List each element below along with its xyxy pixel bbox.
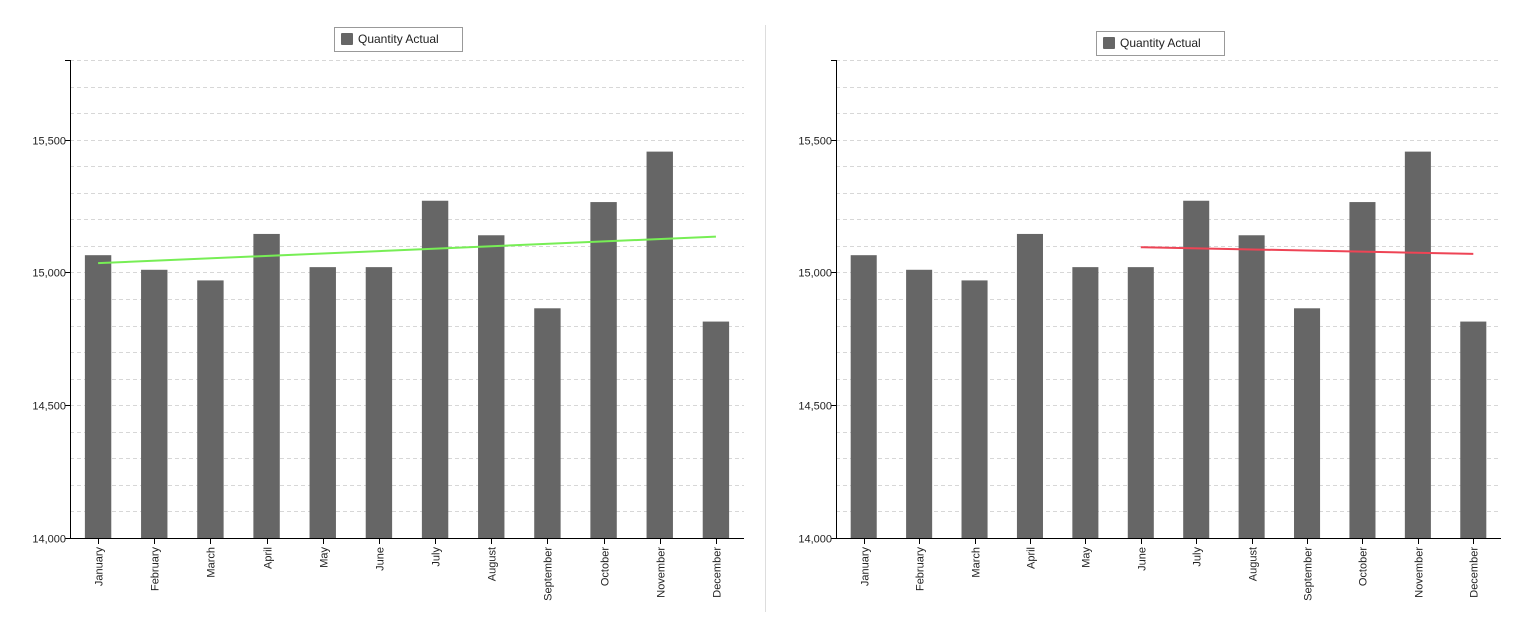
x-tick-label-september: September [1303, 547, 1315, 601]
legend-box [334, 27, 463, 52]
x-tick-label-june: June [375, 547, 387, 571]
x-tick-label-may: May [1081, 547, 1093, 568]
x-tick-label-january: January [94, 547, 106, 587]
y-tick-label: 14,500 [798, 401, 832, 413]
y-tick-label: 14,500 [32, 401, 66, 413]
chart-2: 14,000 14,500 15,000 15,500 January February M… [798, 31, 1501, 601]
x-tick-label-december: December [712, 547, 724, 598]
bar-august[interactable] [478, 235, 505, 538]
bar-march[interactable] [961, 280, 988, 538]
x-tick-label-december: December [1469, 547, 1481, 598]
bar-july[interactable] [421, 200, 449, 538]
bar-november[interactable] [1404, 151, 1431, 538]
x-tick-label-may: May [319, 547, 331, 568]
bar-april[interactable] [1016, 233, 1043, 538]
y-tick-label: 15,000 [32, 268, 66, 280]
chart-1: 14,000 14,500 15,000 15,500 January February M… [32, 27, 744, 601]
x-tick-label-march: March [971, 547, 983, 578]
x-tick-label-october: October [1358, 547, 1370, 586]
bar-february[interactable] [141, 269, 168, 538]
trendline [1140, 246, 1474, 255]
x-tick-label-august: August [487, 547, 499, 581]
x-tick-label-october: October [600, 547, 612, 586]
y-tick-label: 15,000 [798, 268, 832, 280]
x-tick-label-january: January [860, 547, 872, 587]
bar-october[interactable] [1349, 202, 1376, 539]
bar-july[interactable] [1183, 200, 1210, 538]
legend-swatch [341, 33, 353, 45]
bar-january[interactable] [84, 255, 112, 538]
bar-december[interactable] [1460, 321, 1487, 538]
bar-april[interactable] [253, 233, 280, 538]
x-tick-label-june: June [1137, 547, 1149, 571]
bar-august[interactable] [1238, 235, 1265, 538]
y-tick-label: 15,500 [798, 136, 832, 148]
x-tick-label-april: April [263, 547, 275, 569]
legend-swatch [1103, 37, 1115, 49]
x-tick-label-march: March [206, 547, 218, 578]
legend[interactable]: Quantity Actual [1096, 31, 1225, 56]
bar-february[interactable] [906, 269, 933, 538]
legend-label: Quantity Actual [358, 32, 439, 46]
bar-november[interactable] [646, 151, 673, 538]
x-tick-label-november: November [1414, 547, 1426, 598]
x-tick-label-november: November [656, 547, 668, 598]
legend-label: Quantity Actual [1120, 36, 1201, 50]
x-tick-label-july: July [431, 547, 443, 567]
bar-december[interactable] [702, 321, 730, 538]
legend[interactable]: Quantity Actual [334, 27, 463, 52]
bar-january[interactable] [850, 255, 877, 538]
bar-september[interactable] [534, 308, 561, 538]
y-tick-label: 14,000 [32, 534, 66, 546]
trendline [98, 235, 716, 265]
bar-june[interactable] [1127, 267, 1154, 538]
x-tick-label-september: September [543, 547, 555, 601]
x-tick-label-february: February [915, 547, 927, 592]
x-tick-label-august: August [1248, 547, 1260, 581]
bar-june[interactable] [365, 267, 393, 538]
x-tick-label-february: February [150, 547, 162, 592]
bar-october[interactable] [590, 202, 617, 539]
bar-may[interactable] [309, 267, 336, 538]
bar-may[interactable] [1072, 267, 1099, 538]
legend-box [1096, 31, 1225, 56]
y-tick-label: 14,000 [798, 534, 832, 546]
x-tick-label-april: April [1026, 547, 1038, 569]
x-tick-label-july: July [1192, 547, 1204, 567]
bar-march[interactable] [197, 280, 224, 538]
bar-september[interactable] [1294, 308, 1321, 538]
y-tick-label: 15,500 [32, 136, 66, 148]
